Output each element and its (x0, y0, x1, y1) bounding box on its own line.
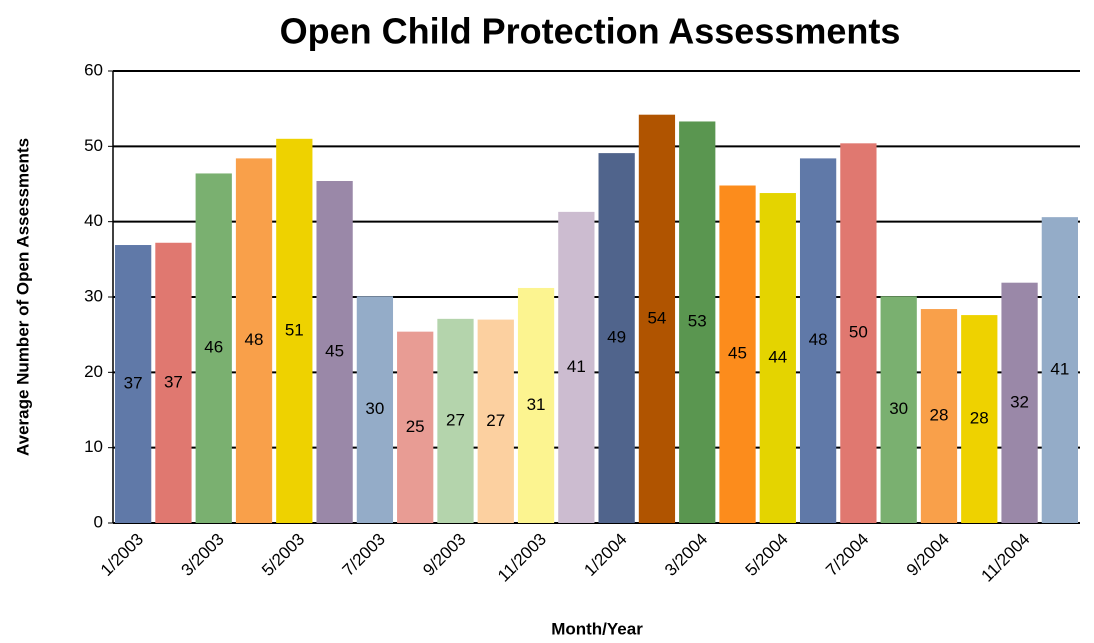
value-label: 25 (406, 417, 425, 436)
x-tick-label: 7/2003 (339, 530, 389, 580)
y-tick-label: 10 (84, 437, 103, 456)
bar (598, 153, 635, 523)
bar (276, 138, 313, 524)
x-tick-label: 11/2004 (978, 530, 1034, 586)
bar (115, 245, 152, 523)
y-axis-title: Average Number of Open Assessments (13, 138, 32, 456)
x-tick-label: 5/2004 (742, 530, 792, 580)
value-label: 49 (607, 328, 626, 347)
value-label: 50 (849, 323, 868, 342)
bar (235, 158, 273, 524)
bar (1041, 217, 1078, 523)
value-label: 37 (124, 373, 143, 392)
x-axis-title: Month/Year (551, 619, 643, 638)
bar (920, 309, 958, 523)
value-label: 51 (285, 320, 304, 339)
bar (155, 242, 192, 523)
x-tick-label: 3/2004 (661, 530, 711, 580)
x-tick-label: 1/2003 (97, 530, 147, 580)
bar (356, 296, 394, 523)
value-label: 31 (527, 395, 546, 414)
chart-title: Open Child Protection Assessments (280, 11, 901, 52)
value-label: 54 (647, 308, 666, 327)
x-tick-label: 7/2004 (822, 530, 872, 580)
value-label: 28 (930, 406, 949, 425)
value-label: 41 (1050, 360, 1069, 379)
bar (719, 185, 756, 524)
value-label: 48 (245, 330, 264, 349)
bar (638, 114, 676, 524)
bar (397, 331, 434, 523)
bar (961, 315, 998, 523)
bar (759, 193, 796, 524)
value-label: 27 (486, 411, 505, 430)
value-label: 53 (688, 312, 707, 331)
x-tick-label: 9/2004 (903, 530, 953, 580)
value-label: 41 (567, 357, 586, 376)
value-label: 37 (164, 372, 183, 391)
bar (558, 211, 595, 523)
x-tick-label: 5/2003 (258, 530, 308, 580)
value-label: 28 (970, 409, 989, 428)
bar (1001, 282, 1038, 523)
value-label: 32 (1010, 392, 1029, 411)
y-tick-label: 30 (84, 286, 103, 305)
x-tick-label: 9/2003 (419, 530, 469, 580)
bar (437, 318, 474, 523)
bar (840, 143, 877, 523)
value-label: 27 (446, 410, 465, 429)
bar (195, 173, 232, 523)
bar (316, 180, 353, 523)
value-label: 45 (728, 344, 747, 363)
x-tick-label: 3/2003 (178, 530, 228, 580)
value-label: 46 (204, 338, 223, 357)
y-tick-label: 50 (84, 136, 103, 155)
bar (517, 287, 555, 523)
value-label: 45 (325, 341, 344, 360)
bar (799, 158, 837, 524)
value-label: 30 (365, 399, 384, 418)
x-tick-label: 1/2004 (580, 530, 630, 580)
x-tick-label: 11/2003 (494, 530, 550, 586)
bar (880, 296, 917, 523)
value-label: 44 (768, 348, 787, 367)
value-label: 48 (809, 330, 828, 349)
y-tick-label: 20 (84, 362, 103, 381)
y-tick-label: 60 (84, 60, 103, 79)
y-tick-label: 40 (84, 211, 103, 230)
bar (477, 319, 514, 523)
y-tick-label: 0 (94, 512, 103, 531)
bar (679, 121, 716, 524)
value-label: 30 (889, 399, 908, 418)
